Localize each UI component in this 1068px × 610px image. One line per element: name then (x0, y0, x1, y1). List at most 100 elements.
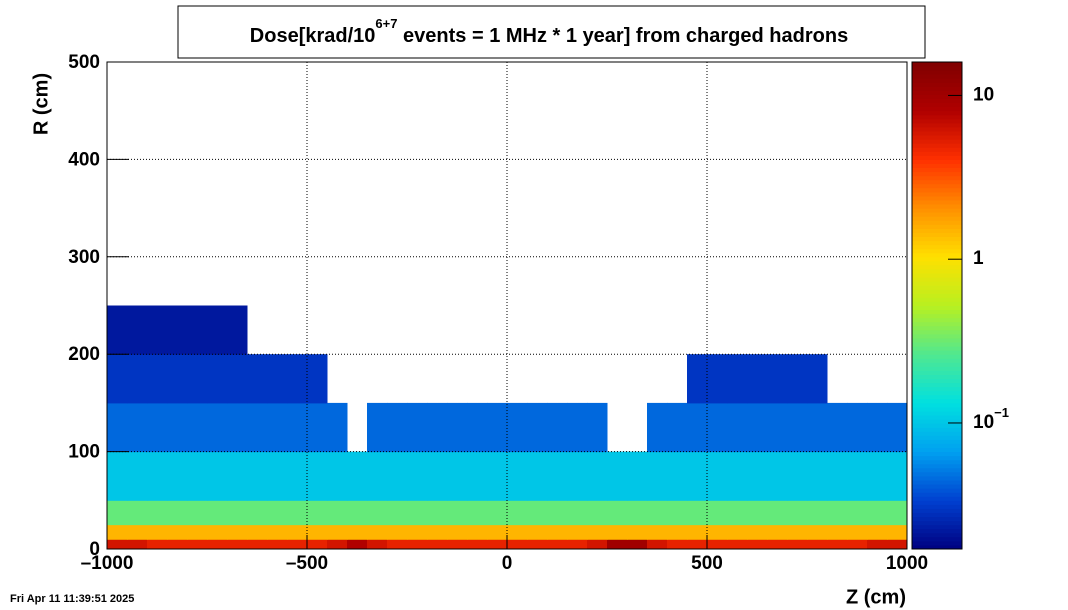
heatmap-cell (687, 354, 708, 404)
color-bar-segment (912, 244, 962, 250)
color-bar-segment (912, 394, 962, 400)
color-bar-segment (912, 256, 962, 262)
color-bar-segment (912, 520, 962, 526)
heatmap-cell (887, 500, 908, 526)
heatmap-cell (287, 402, 308, 453)
heatmap-cell (747, 354, 768, 404)
color-bar-segment (912, 419, 962, 424)
heatmap-cell (507, 524, 528, 540)
heatmap-cell (187, 354, 208, 404)
y-axis-label: R (cm) (30, 73, 52, 135)
heatmap-cell (127, 451, 148, 501)
z-tick-base: 10 (973, 84, 994, 105)
color-bar-segment (912, 411, 962, 416)
heatmap-cell (447, 524, 468, 540)
heatmap-cell (187, 451, 208, 501)
heatmap-cell (727, 402, 748, 453)
heatmap-cell (527, 451, 548, 501)
color-bar-segment (912, 268, 962, 274)
color-bar-segment (912, 415, 962, 420)
heatmap-cell (567, 524, 588, 540)
color-bar-segment (912, 463, 962, 469)
color-bar-segment (912, 439, 962, 444)
heatmap-cell (527, 402, 548, 453)
color-bar-segment (912, 480, 962, 485)
heatmap-cell (667, 539, 688, 550)
heatmap-cell (887, 451, 908, 501)
heatmap-cell (387, 539, 408, 550)
heatmap-cell (807, 524, 828, 540)
color-bar-segment (912, 366, 962, 371)
color-bar-segment (912, 301, 962, 306)
heatmap-cell (127, 354, 148, 404)
heatmap-cell (547, 402, 568, 453)
heatmap-cell (207, 305, 228, 355)
footer-date: Fri Apr 11 11:39:51 2025 (10, 593, 134, 605)
heatmap-cell (107, 524, 128, 540)
heatmap-cell (707, 539, 728, 550)
heatmap-cell (287, 354, 308, 404)
heatmap-cell (447, 402, 468, 453)
color-bar-frame (911, 61, 963, 550)
heatmap-cell (287, 524, 308, 540)
y-tick-label: 200 (68, 344, 100, 365)
color-bar-segment (912, 484, 962, 489)
z-tick-base: 10 (973, 412, 994, 433)
heatmap-cell (407, 402, 428, 453)
color-bar-segment (912, 195, 962, 201)
x-tick-label: –1000 (81, 553, 134, 574)
color-bar-segment (912, 126, 962, 132)
color-bar-segment (912, 423, 962, 428)
color-bar-segment (912, 443, 962, 449)
heatmap-cell (807, 354, 828, 404)
heatmap-cell (807, 402, 828, 453)
color-bar-segment (912, 500, 962, 505)
title-superscript: 6+7 (375, 16, 397, 31)
heatmap-cell (507, 402, 528, 453)
heatmap-cell (367, 539, 388, 550)
heatmap-cell (887, 539, 908, 550)
color-bar-segment (912, 305, 962, 311)
heatmap-cell (847, 402, 868, 453)
color-bar-segment (912, 74, 962, 79)
heatmap-cell (167, 524, 188, 540)
heatmap-cell (647, 500, 668, 526)
color-bar-segment (912, 273, 962, 278)
heatmap-cell (667, 524, 688, 540)
heatmap-cell (487, 451, 508, 501)
color-bar-segment (912, 293, 962, 298)
heatmap-cell (147, 305, 168, 355)
heatmap-cell (487, 524, 508, 540)
color-bar-segment (912, 346, 962, 351)
heatmap-cell (327, 451, 348, 501)
z-tick-label: 1 (973, 248, 984, 269)
heatmap-cell (127, 500, 148, 526)
color-bar-segment (912, 240, 962, 246)
heatmap-cell (707, 354, 728, 404)
heatmap-cell (487, 539, 508, 550)
heatmap-cell (467, 500, 488, 526)
heatmap-cell (247, 402, 268, 453)
color-bar-segment (912, 540, 962, 546)
y-tick-label: 500 (68, 52, 100, 73)
color-bar-segment (912, 199, 962, 205)
color-bar-segment (912, 94, 962, 100)
heatmap-cell (407, 500, 428, 526)
color-bar-segment (912, 90, 962, 95)
x-tick-label: 500 (691, 553, 723, 574)
heatmap-cell (327, 500, 348, 526)
color-bar-segment (912, 228, 962, 233)
color-bar-segment (912, 66, 962, 71)
heatmap-cell (187, 524, 208, 540)
color-bar-segment (912, 285, 962, 290)
title-text: Dose[krad/10 (250, 25, 376, 47)
color-bar-segment (912, 471, 962, 477)
color-bar-segment (912, 528, 962, 534)
heatmap-cell (747, 500, 768, 526)
heatmap-cell (607, 500, 628, 526)
heatmap-cell (307, 354, 328, 404)
heatmap-cell (107, 539, 128, 550)
heatmap-cell (827, 539, 848, 550)
color-bar-segment (912, 488, 962, 493)
